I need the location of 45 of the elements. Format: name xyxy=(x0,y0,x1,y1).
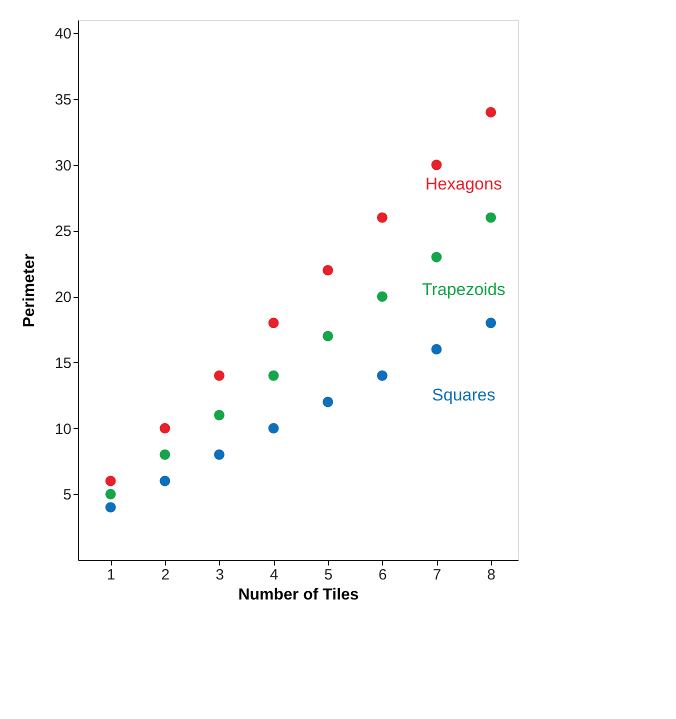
point xyxy=(105,476,116,486)
point xyxy=(268,370,279,381)
point xyxy=(431,344,442,354)
point xyxy=(376,212,388,223)
series-label: Hexagons xyxy=(425,174,502,194)
point xyxy=(322,265,334,276)
x-tick-label: 3 xyxy=(216,566,224,584)
point xyxy=(105,488,116,500)
x-tick-label: 4 xyxy=(270,566,278,584)
point xyxy=(160,449,170,460)
y-tick-label: 5 xyxy=(63,486,72,504)
point xyxy=(431,160,442,170)
series-label: Trapezoids xyxy=(422,280,506,299)
x-axis-title: Number of Tiles xyxy=(238,586,359,604)
x-tick-label: 2 xyxy=(161,566,170,584)
point xyxy=(376,291,388,302)
point xyxy=(160,476,170,486)
point xyxy=(214,410,224,420)
point xyxy=(214,370,224,381)
y-axis-title: Perimeter xyxy=(20,254,38,328)
x-tick-label: 5 xyxy=(324,566,333,584)
x-tick-label: 7 xyxy=(432,566,442,584)
x-tick-label: 8 xyxy=(487,566,496,584)
point xyxy=(214,449,224,460)
point xyxy=(322,396,334,408)
x-tick-label: 6 xyxy=(378,566,387,584)
y-tick-label: 15 xyxy=(54,354,72,372)
y-tick-label: 40 xyxy=(54,26,72,43)
point xyxy=(160,423,170,434)
y-tick-label: 20 xyxy=(54,289,72,306)
point xyxy=(322,330,334,342)
point xyxy=(105,502,116,513)
point xyxy=(486,318,496,328)
point xyxy=(268,318,279,328)
point xyxy=(431,252,442,262)
point xyxy=(486,212,496,223)
y-tick-label: 30 xyxy=(54,157,72,174)
y-tick-label: 35 xyxy=(54,92,72,109)
y-tick-label: 10 xyxy=(54,420,72,438)
point xyxy=(376,370,388,381)
y-tick-label: 25 xyxy=(54,223,72,240)
series-label: Squares xyxy=(432,385,496,404)
point xyxy=(268,423,279,434)
x-tick-label: 1 xyxy=(106,566,116,584)
point xyxy=(486,106,496,118)
